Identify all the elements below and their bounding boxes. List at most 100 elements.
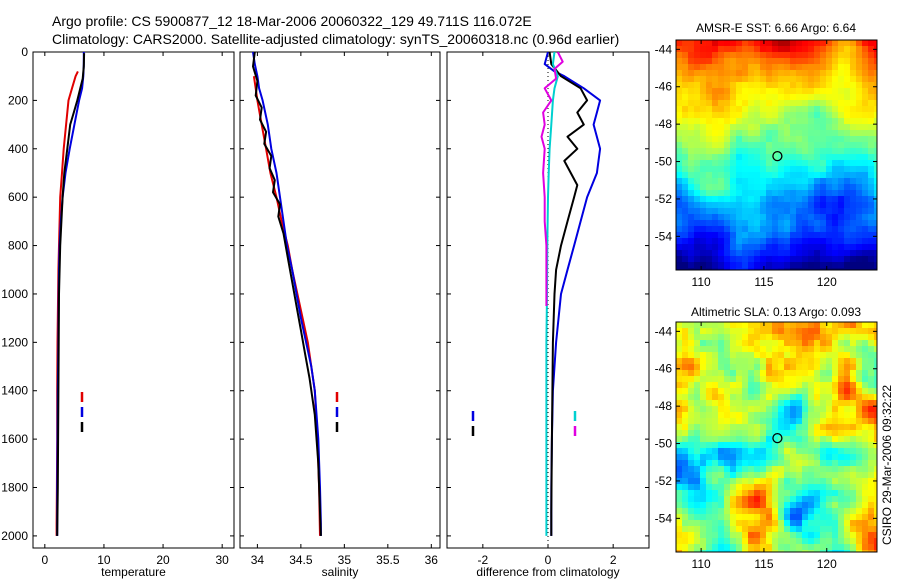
heatmap-cell: [850, 256, 857, 263]
heatmap-cell: [796, 100, 803, 107]
heatmap-cell: [718, 412, 725, 419]
heatmap-cell: [844, 496, 851, 503]
heatmap-cell: [826, 532, 833, 539]
heatmap-cell: [832, 370, 839, 377]
heatmap-cell: [694, 190, 701, 197]
heatmap-cell: [742, 340, 749, 347]
heatmap-cell: [748, 118, 755, 125]
heatmap-cell: [808, 106, 815, 113]
heatmap-cell: [748, 130, 755, 137]
heatmap-cell: [766, 106, 773, 113]
heatmap-cell: [856, 370, 863, 377]
heatmap-cell: [802, 178, 809, 185]
heatmap-cell: [814, 82, 821, 89]
heatmap-cell: [682, 262, 689, 269]
heatmap-cell: [724, 454, 731, 461]
heatmap-cell: [784, 538, 791, 545]
heatmap-cell: [796, 202, 803, 209]
heatmap-cell: [712, 124, 719, 131]
heatmap-cell: [694, 166, 701, 173]
heatmap-cell: [688, 70, 695, 77]
heatmap-cell: [868, 466, 875, 473]
heatmap-cell: [742, 256, 749, 263]
heatmap-cell: [778, 514, 785, 521]
heatmap-cell: [682, 190, 689, 197]
heatmap-cell: [724, 334, 731, 341]
heatmap-cell: [736, 58, 743, 65]
heatmap-cell: [760, 394, 767, 401]
heatmap-cell: [820, 520, 827, 527]
heatmap-cell: [862, 214, 869, 221]
heatmap-cell: [730, 406, 737, 413]
heatmap-cell: [826, 256, 833, 263]
heatmap-cell: [820, 496, 827, 503]
heatmap-cell: [760, 88, 767, 95]
heatmap-cell: [706, 358, 713, 365]
heatmap-cell: [736, 352, 743, 359]
heatmap-cell: [766, 328, 773, 335]
heatmap-cell: [766, 64, 773, 71]
heatmap-cell: [676, 154, 683, 161]
heatmap-cell: [832, 256, 839, 263]
heatmap-cell: [688, 250, 695, 257]
heatmap-cell: [688, 484, 695, 491]
map-x-tick-label: 115: [754, 557, 773, 571]
heatmap-cell: [784, 82, 791, 89]
heatmap-cell: [712, 394, 719, 401]
map-x-tick-label: 110: [692, 557, 711, 571]
heatmap-cell: [682, 88, 689, 95]
heatmap-cell: [868, 124, 875, 131]
heatmap-cell: [820, 376, 827, 383]
heatmap-cell: [796, 220, 803, 227]
heatmap-cell: [760, 430, 767, 437]
heatmap-cell: [718, 442, 725, 449]
heatmap-cell: [802, 550, 809, 552]
heatmap-cell: [856, 376, 863, 383]
heatmap-cell: [790, 208, 797, 215]
heatmap-cell: [844, 520, 851, 527]
heatmap-cell: [820, 40, 827, 47]
heatmap-cell: [796, 262, 803, 269]
series-group: [55, 52, 86, 536]
heatmap-cell: [706, 412, 713, 419]
heatmap-cell: [694, 538, 701, 545]
heatmap-cell: [676, 52, 683, 59]
heatmap-cell: [700, 346, 707, 353]
heatmap-cell: [718, 178, 725, 185]
heatmap-cell: [700, 382, 707, 389]
heatmap-cell: [862, 190, 869, 197]
heatmap-cell: [802, 148, 809, 155]
heatmap-cell: [694, 376, 701, 383]
heatmap-cell: [802, 436, 809, 443]
heatmap-cell: [682, 52, 689, 59]
heatmap-cell: [760, 484, 767, 491]
heatmap-cell: [826, 46, 833, 53]
heatmap-cell: [682, 376, 689, 383]
heatmap-cell: [724, 358, 731, 365]
heatmap-cell: [748, 340, 755, 347]
heatmap-cell: [724, 496, 731, 503]
heatmap-cell: [694, 40, 701, 47]
heatmap-cell: [760, 460, 767, 467]
heatmap-cell: [778, 352, 785, 359]
y-tick-label: 200: [8, 93, 28, 107]
heatmap-cell: [850, 484, 857, 491]
heatmap-cell: [718, 154, 725, 161]
heatmap-cell: [850, 58, 857, 65]
heatmap-cell: [844, 262, 851, 269]
heatmap-cell: [856, 448, 863, 455]
heatmap-cell: [844, 424, 851, 431]
map-y-tick-label: -54: [655, 511, 673, 525]
heatmap-cell: [706, 454, 713, 461]
heatmap-cell: [676, 214, 683, 221]
heatmap-cell: [862, 154, 869, 161]
heatmap-cell: [862, 148, 869, 155]
heatmap-cell: [736, 82, 743, 89]
heatmap-cell: [808, 436, 815, 443]
heatmap-cell: [820, 406, 827, 413]
heatmap-cell: [754, 520, 761, 527]
heatmap-cell: [718, 322, 725, 329]
heatmap-cell: [712, 262, 719, 269]
heatmap-cell: [718, 184, 725, 191]
heatmap-cell: [694, 232, 701, 239]
